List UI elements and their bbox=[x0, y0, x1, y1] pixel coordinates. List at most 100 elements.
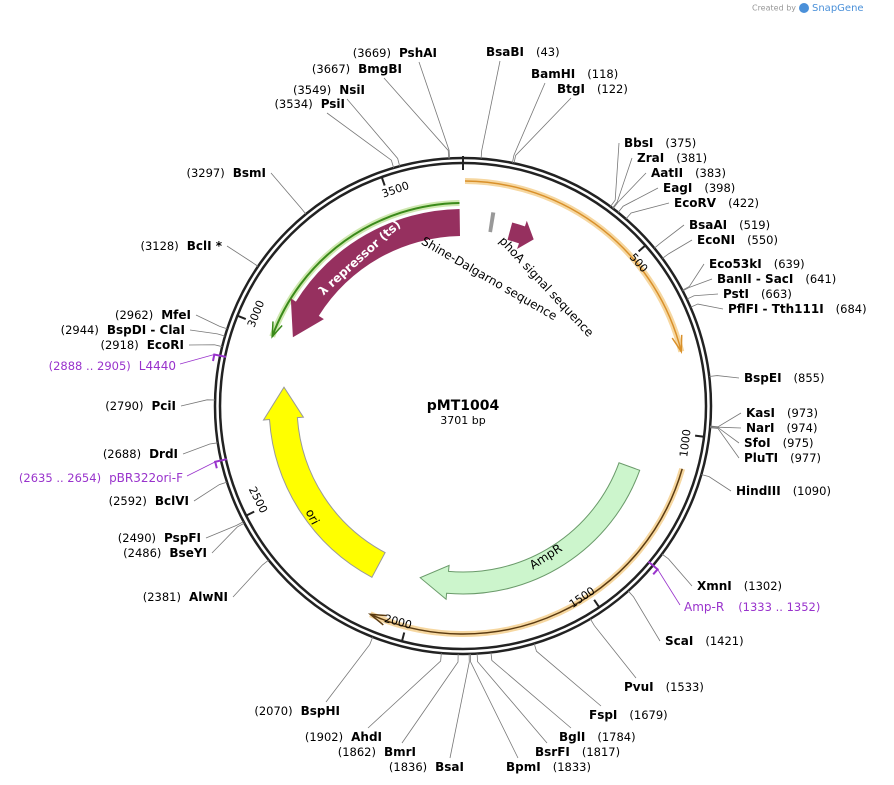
plasmid-length: 3701 bp bbox=[440, 414, 485, 427]
primer-range: (2635 .. 2654) bbox=[19, 471, 101, 485]
site-line bbox=[710, 426, 742, 429]
site-label: (2944) BspDI - ClaI bbox=[61, 323, 185, 337]
site-name: BsmI bbox=[233, 166, 266, 180]
primer-line bbox=[657, 569, 681, 606]
site-line bbox=[180, 399, 216, 407]
primer-name: L4440 bbox=[139, 359, 176, 373]
site-label: PvuI (1533) bbox=[624, 680, 704, 694]
site-position: (2381) bbox=[143, 590, 181, 604]
site-name: EagI bbox=[663, 181, 692, 195]
site-position: (977) bbox=[790, 451, 821, 465]
site-position: (3549) bbox=[293, 83, 331, 97]
site-line bbox=[682, 278, 713, 292]
ori bbox=[262, 386, 386, 578]
cds-head bbox=[367, 613, 387, 626]
site-position: (3534) bbox=[274, 97, 312, 111]
site-label: BspEI (855) bbox=[744, 371, 824, 385]
site-label: (3297) BsmI bbox=[186, 166, 266, 180]
site-line bbox=[690, 303, 724, 310]
site-position: (383) bbox=[695, 166, 726, 180]
site-name: ScaI bbox=[665, 634, 693, 648]
plasmid-name: pMT1004 bbox=[427, 398, 500, 414]
site-name: PsiI bbox=[321, 97, 345, 111]
primer-range: (2888 .. 2905) bbox=[49, 359, 131, 373]
primer-mark bbox=[213, 458, 228, 469]
site-label: BsrFI (1817) bbox=[535, 745, 620, 759]
site-label: (2486) BseYI bbox=[123, 546, 207, 560]
site-line bbox=[682, 263, 705, 291]
shine-dalgarno bbox=[488, 212, 496, 233]
site-label: (1902) AhdI bbox=[305, 730, 382, 744]
site-position: (118) bbox=[587, 67, 618, 81]
site-position: (1833) bbox=[553, 760, 591, 774]
site-name: AlwNI bbox=[189, 590, 228, 604]
site-name: BanII - SacI bbox=[717, 272, 793, 286]
site-name: PvuI bbox=[624, 680, 654, 694]
site-label: (3549) NsiI bbox=[293, 83, 365, 97]
site-name: PciI bbox=[152, 399, 177, 413]
site-position: (641) bbox=[805, 272, 836, 286]
site-name: EcoRI bbox=[147, 338, 184, 352]
primer-name: Amp-R bbox=[684, 600, 724, 614]
site-line bbox=[182, 442, 218, 455]
site-line bbox=[627, 590, 661, 642]
site-name: PluTI bbox=[744, 451, 778, 465]
site-label: ZraI (381) bbox=[637, 151, 707, 165]
site-line bbox=[383, 77, 450, 159]
cds-head bbox=[671, 334, 683, 354]
site-line bbox=[226, 245, 259, 267]
site-label: (1862) BmrI bbox=[338, 745, 416, 759]
site-line bbox=[533, 643, 602, 707]
site-line bbox=[346, 98, 401, 167]
site-line bbox=[193, 481, 228, 502]
site-label: NarI (974) bbox=[746, 421, 817, 435]
site-name: KasI bbox=[746, 406, 775, 420]
site-label: (2070) BspHI bbox=[254, 704, 340, 718]
tick-label: 3000 bbox=[245, 298, 267, 329]
site-name: PstI bbox=[723, 287, 749, 301]
site-name: AhdI bbox=[351, 730, 382, 744]
site-name: PshAI bbox=[399, 46, 437, 60]
site-line bbox=[701, 474, 732, 492]
site-position: (550) bbox=[747, 233, 778, 247]
site-label: (1836) BsaI bbox=[389, 760, 464, 774]
site-name: DrdI bbox=[149, 447, 178, 461]
site-position: (663) bbox=[761, 287, 792, 301]
tick bbox=[694, 434, 706, 438]
site-position: (2490) bbox=[118, 531, 156, 545]
site-label: (2962) MfeI bbox=[115, 308, 191, 322]
brand: SnapGene bbox=[812, 3, 864, 14]
site-label: PluTI (977) bbox=[744, 451, 821, 465]
feature-label: ori bbox=[303, 507, 323, 527]
tick-label: 1000 bbox=[677, 428, 693, 457]
site-label: Eco53kI (639) bbox=[709, 257, 805, 271]
site-label: PflFI - Tth111I (684) bbox=[728, 302, 867, 316]
site-label: BanII - SacI (641) bbox=[717, 272, 836, 286]
site-position: (1533) bbox=[666, 680, 704, 694]
primer-label: (2888 .. 2905) L4440 bbox=[49, 359, 176, 373]
site-position: (975) bbox=[783, 436, 814, 450]
cds-head bbox=[271, 321, 283, 339]
site-line bbox=[589, 618, 637, 679]
site-line bbox=[610, 142, 620, 207]
site-label: EagI (398) bbox=[663, 181, 735, 195]
cds-glow bbox=[369, 467, 686, 637]
site-label: HindIII (1090) bbox=[736, 484, 831, 498]
site-label: BpmI (1833) bbox=[506, 760, 591, 774]
tick-label: 2500 bbox=[246, 485, 270, 516]
tick bbox=[593, 599, 601, 609]
site-line bbox=[490, 652, 572, 729]
tick bbox=[244, 510, 255, 517]
site-position: (2070) bbox=[254, 704, 292, 718]
site-label: FspI (1679) bbox=[589, 708, 668, 722]
site-line bbox=[661, 553, 693, 587]
site-name: BspHI bbox=[301, 704, 340, 718]
site-label: EcoRV (422) bbox=[674, 196, 759, 210]
site-line bbox=[710, 427, 740, 459]
site-line bbox=[449, 653, 470, 759]
cds-line bbox=[369, 468, 683, 635]
site-line bbox=[612, 172, 647, 209]
site-position: (2944) bbox=[61, 323, 99, 337]
brand-logo bbox=[799, 3, 809, 13]
